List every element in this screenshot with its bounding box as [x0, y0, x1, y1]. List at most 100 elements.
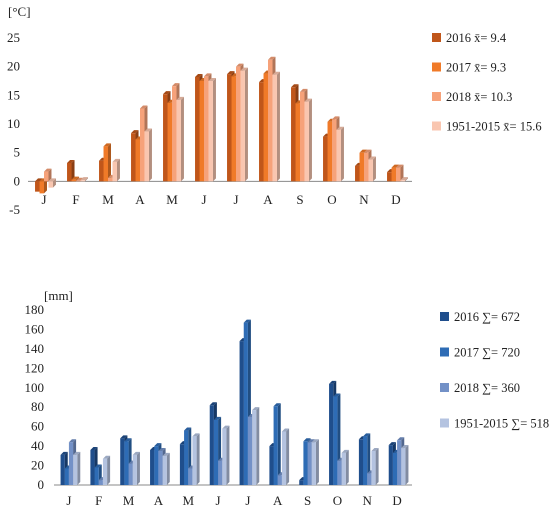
temp-bar	[112, 161, 117, 182]
temp-bar-top	[268, 56, 276, 60]
precip-bar	[367, 473, 372, 485]
temp-bar	[400, 180, 405, 182]
precip-bar	[401, 448, 406, 485]
precip-bar	[269, 446, 274, 485]
temp-bar-side	[148, 128, 152, 182]
temp-category-label: S	[296, 192, 303, 207]
temp-bar-top	[227, 71, 235, 75]
precip-bar-top	[363, 433, 371, 437]
temp-bar-side	[372, 156, 376, 182]
precip-bar	[273, 406, 278, 485]
temp-bar-top	[76, 177, 84, 181]
temp-ytick-label: -5	[9, 202, 20, 217]
precip-bar-top	[341, 449, 349, 453]
temp-bar-side	[48, 168, 52, 182]
precip-bar	[307, 442, 312, 485]
precip-bar	[188, 468, 193, 485]
precip-ytick-label: 100	[25, 380, 45, 395]
temp-category-label: F	[72, 192, 79, 207]
temp-bar-top	[304, 98, 312, 102]
precip-bar	[239, 341, 244, 485]
precip-bar-top	[388, 442, 396, 446]
temp-bar	[99, 160, 104, 182]
temp-legend-swatch	[432, 62, 441, 72]
precipitation-chart: [mm] 0 20 40 60 80 100 120 140 160 180 J F M A M J J A S O N…	[25, 288, 550, 508]
precip-bar-side	[277, 403, 281, 485]
precip-bar	[128, 463, 133, 485]
temp-bar-top	[103, 143, 111, 147]
temp-category-label: M	[166, 192, 178, 207]
temp-bar-side	[276, 71, 280, 182]
temp-bar-top	[131, 130, 139, 134]
precip-bar	[120, 438, 125, 485]
temp-bar-top	[71, 176, 79, 180]
temperature-unit-label: [°C]	[8, 4, 31, 19]
temp-bar	[272, 74, 277, 182]
precip-bar	[64, 468, 69, 485]
precip-bar	[98, 480, 103, 485]
temp-bar-side	[52, 178, 56, 188]
precip-bar-top	[162, 452, 170, 456]
precip-bar	[247, 416, 253, 485]
temp-bar-side	[71, 159, 75, 182]
precip-bar	[371, 450, 376, 485]
temp-bar-top	[236, 63, 244, 67]
precip-category-label: A	[273, 493, 283, 508]
temp-bar	[176, 99, 181, 182]
temp-bar-top	[163, 91, 171, 95]
temp-bar-top	[195, 73, 203, 77]
temp-ytick-label: 0	[14, 173, 21, 188]
temp-bar-top	[140, 105, 148, 109]
precip-bar	[299, 480, 304, 485]
temp-category-label: M	[102, 192, 114, 207]
precip-bar-top	[68, 439, 77, 443]
precip-bar-top	[303, 438, 311, 442]
precip-bar-top	[120, 435, 128, 439]
precip-bar-top	[192, 433, 200, 437]
temp-bar-top	[272, 71, 280, 75]
precip-bar-side	[107, 455, 111, 485]
precip-legend-swatch	[440, 347, 449, 357]
temp-bar	[300, 91, 305, 182]
precip-bar	[154, 446, 159, 485]
precip-bar	[213, 419, 219, 485]
precip-bar-top	[311, 439, 319, 443]
temp-bar	[396, 167, 401, 182]
precip-bar	[132, 454, 137, 485]
precip-bar-side	[136, 451, 140, 485]
precip-bar-side	[166, 452, 170, 485]
temp-legend-label: 2018 x̄= 10.3	[446, 90, 512, 104]
precip-category-label: S	[304, 493, 311, 508]
precip-bar	[179, 444, 185, 485]
temp-legend-label: 2017 x̄= 9.3	[446, 61, 506, 75]
temp-legend-swatch	[432, 33, 441, 42]
precip-ytick-label: 120	[25, 360, 45, 375]
precip-bar-top	[401, 445, 409, 449]
precip-bar-top	[213, 416, 222, 420]
temp-category-label: D	[391, 192, 400, 207]
precip-bar	[392, 452, 398, 485]
precip-bar-top	[124, 438, 132, 442]
temp-bar	[103, 146, 108, 182]
temp-bar	[332, 119, 337, 182]
precip-bar	[158, 450, 163, 485]
temp-bar-top	[332, 116, 340, 120]
precip-category-label: J	[216, 493, 221, 508]
precip-category-label: J	[245, 493, 250, 508]
temp-bar	[304, 101, 309, 182]
temp-bar	[259, 82, 264, 182]
precip-ytick-label: 20	[31, 458, 44, 473]
temp-bar-top	[336, 126, 344, 130]
precip-bar-top	[243, 319, 251, 323]
temp-bar	[291, 87, 296, 182]
temp-bar	[268, 59, 273, 182]
precip-ytick-label: 180	[25, 302, 45, 317]
temp-bar	[387, 172, 392, 182]
temp-bar-top	[176, 96, 184, 100]
temp-bar-side	[340, 126, 344, 182]
temp-bar	[240, 70, 245, 182]
temp-bar	[131, 133, 136, 182]
temp-bar	[359, 152, 364, 182]
temp-bar-side	[180, 96, 184, 182]
